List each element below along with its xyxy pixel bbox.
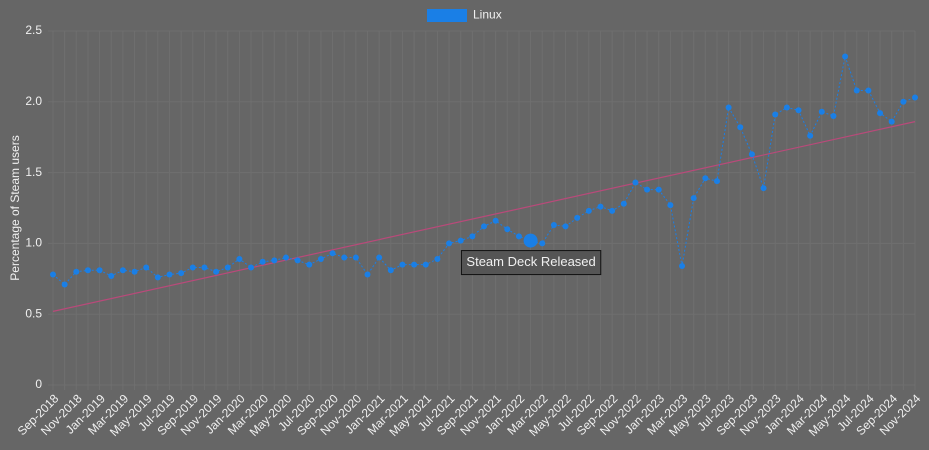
- data-point: [399, 261, 406, 268]
- data-point: [783, 104, 790, 111]
- y-tick-label: 2.5: [25, 23, 42, 37]
- data-point: [597, 203, 604, 210]
- data-point: [189, 264, 196, 271]
- data-point: [119, 267, 126, 274]
- data-point: [585, 207, 592, 214]
- data-point: [574, 214, 581, 221]
- data-point: [306, 261, 313, 268]
- data-point: [376, 254, 383, 261]
- y-tick-label: 0.5: [25, 306, 42, 320]
- data-point: [131, 268, 138, 275]
- annotation-label: Steam Deck Released: [466, 254, 595, 269]
- data-point: [143, 264, 150, 271]
- data-point: [61, 281, 68, 288]
- data-point: [515, 233, 522, 240]
- data-point: [807, 132, 814, 139]
- data-point: [504, 226, 511, 233]
- data-point: [690, 195, 697, 202]
- data-point: [294, 257, 301, 264]
- data-point: [539, 240, 546, 247]
- legend-swatch: [427, 9, 467, 22]
- data-point: [236, 255, 243, 262]
- data-point: [341, 254, 348, 261]
- data-point: [224, 264, 231, 271]
- annotation: Steam Deck Released: [460, 250, 602, 276]
- data-point: [154, 274, 161, 281]
- data-point: [877, 110, 884, 117]
- data-point: [737, 124, 744, 131]
- data-point: [818, 108, 825, 115]
- data-point: [434, 255, 441, 262]
- data-point: [201, 264, 208, 271]
- data-point: [422, 261, 429, 268]
- data-point: [84, 267, 91, 274]
- data-point: [748, 151, 755, 158]
- data-point: [457, 237, 464, 244]
- data-point: [271, 257, 278, 264]
- data-point: [352, 254, 359, 261]
- data-point: [632, 179, 639, 186]
- legend-label: Linux: [473, 8, 502, 22]
- data-point: [713, 178, 720, 185]
- data-point: [481, 223, 487, 230]
- data-point: [644, 186, 651, 193]
- data-point: [364, 271, 371, 278]
- data-point: [853, 87, 860, 94]
- data-point: [865, 87, 872, 94]
- data-point: [248, 264, 255, 271]
- data-point: [213, 268, 220, 275]
- data-point: [166, 271, 173, 278]
- data-point: [620, 200, 627, 207]
- data-point: [760, 185, 767, 192]
- y-axis-label: Percentage of Steam users: [8, 135, 22, 280]
- data-point: [912, 94, 918, 101]
- data-point: [329, 250, 336, 257]
- data-point: [317, 255, 324, 262]
- data-point: [446, 240, 453, 247]
- y-tick-label: 1.0: [25, 236, 42, 250]
- data-point: [842, 53, 849, 60]
- data-point: [795, 107, 802, 114]
- annotation-box: [460, 250, 602, 276]
- data-point: [492, 217, 499, 224]
- legend: Linux: [427, 8, 502, 22]
- data-point: [50, 271, 56, 278]
- y-tick-label: 2.0: [25, 94, 42, 108]
- data-point: [550, 221, 557, 228]
- data-point: [830, 112, 837, 119]
- data-point: [259, 258, 266, 265]
- y-tick-label: 0: [35, 377, 42, 391]
- data-point: [96, 267, 103, 274]
- trendline: [52, 121, 916, 312]
- data-point: [667, 202, 674, 209]
- data-point: [73, 268, 80, 275]
- data-point: [679, 263, 686, 270]
- data-point: [411, 261, 418, 268]
- data-point: [772, 111, 779, 118]
- data-point: [900, 98, 907, 105]
- data-point: [725, 104, 732, 111]
- data-point: [609, 207, 616, 214]
- data-point: [178, 270, 185, 277]
- data-point: [282, 254, 289, 261]
- data-point: [702, 175, 709, 182]
- data-point: [523, 233, 538, 248]
- data-point: [655, 186, 662, 193]
- data-point: [469, 233, 476, 240]
- data-point: [387, 267, 394, 274]
- y-tick-label: 1.5: [25, 165, 42, 179]
- data-point: [108, 272, 115, 279]
- data-point: [562, 223, 569, 230]
- data-point: [888, 118, 895, 125]
